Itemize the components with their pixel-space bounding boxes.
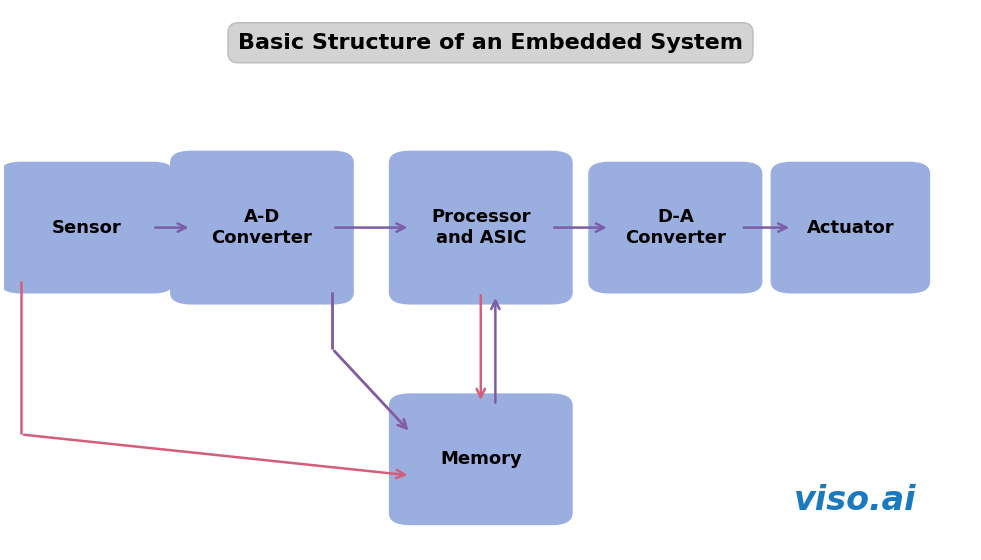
FancyBboxPatch shape — [170, 151, 354, 305]
FancyBboxPatch shape — [0, 162, 174, 293]
Text: viso.ai: viso.ai — [794, 484, 916, 517]
FancyBboxPatch shape — [589, 162, 762, 293]
FancyBboxPatch shape — [388, 393, 573, 525]
FancyBboxPatch shape — [771, 162, 930, 293]
Text: Basic Structure of an Embedded System: Basic Structure of an Embedded System — [238, 33, 743, 53]
Text: Memory: Memory — [439, 450, 522, 468]
Text: Sensor: Sensor — [52, 218, 122, 236]
FancyBboxPatch shape — [388, 151, 573, 305]
Text: Processor
and ASIC: Processor and ASIC — [431, 208, 531, 247]
Text: D-A
Converter: D-A Converter — [625, 208, 726, 247]
Text: Actuator: Actuator — [806, 218, 895, 236]
Text: A-D
Converter: A-D Converter — [212, 208, 312, 247]
